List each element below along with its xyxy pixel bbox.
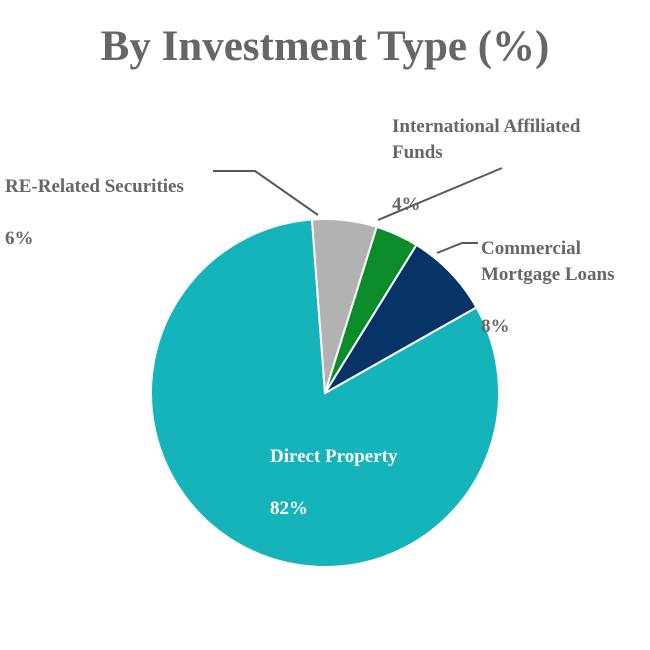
leader-line-commercial-mortgage-loans: [436, 242, 478, 254]
label-direct-property-name: Direct Property: [270, 446, 398, 467]
pie-slice-commercial-mortgage-loans: [324, 243, 478, 394]
label-re-related-securities-pct: 6%: [5, 228, 34, 249]
label-direct-property: Direct Property 82%: [270, 418, 398, 522]
label-commercial-mortgage-loans-pct: 8%: [481, 316, 510, 337]
label-direct-property-pct: 82%: [270, 498, 308, 519]
label-commercial-mortgage-loans-name: Commercial Mortgage Loans: [481, 238, 615, 285]
label-re-related-securities: RE-Related Securities 6%: [5, 148, 184, 252]
label-international-affiliated-funds-pct: 4%: [392, 194, 421, 215]
leader-line-international-affiliated-funds: [377, 167, 503, 221]
label-international-affiliated-funds-name: International Affiliated Funds: [392, 116, 581, 163]
chart-title: By Investment Type (%): [100, 23, 550, 70]
label-commercial-mortgage-loans: Commercial Mortgage Loans 8%: [481, 210, 615, 340]
leader-line-re-related-securities: [213, 170, 319, 216]
label-international-affiliated-funds: International Affiliated Funds 4%: [392, 88, 580, 218]
label-re-related-securities-name: RE-Related Securities: [5, 176, 184, 197]
